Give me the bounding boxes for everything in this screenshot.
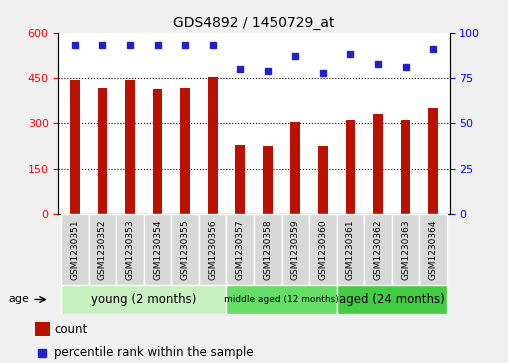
FancyBboxPatch shape	[254, 214, 281, 285]
Text: GSM1230354: GSM1230354	[153, 220, 162, 280]
Bar	[401, 120, 410, 214]
FancyBboxPatch shape	[392, 214, 419, 285]
Text: young (2 months): young (2 months)	[91, 293, 197, 306]
Bar	[235, 145, 245, 214]
FancyBboxPatch shape	[337, 214, 364, 285]
Bar	[291, 122, 300, 214]
Bar	[70, 80, 80, 214]
FancyBboxPatch shape	[281, 214, 309, 285]
Text: percentile rank within the sample: percentile rank within the sample	[54, 346, 253, 359]
Title: GDS4892 / 1450729_at: GDS4892 / 1450729_at	[173, 16, 335, 30]
Text: GSM1230355: GSM1230355	[181, 220, 189, 281]
Bar	[125, 81, 135, 214]
Text: aged (24 months): aged (24 months)	[339, 293, 444, 306]
Bar	[208, 77, 217, 214]
Text: GSM1230360: GSM1230360	[319, 220, 327, 281]
FancyBboxPatch shape	[61, 285, 227, 314]
Text: age: age	[9, 294, 29, 305]
Text: middle aged (12 months): middle aged (12 months)	[224, 295, 339, 304]
Text: GSM1230358: GSM1230358	[263, 220, 272, 281]
Text: GSM1230361: GSM1230361	[346, 220, 355, 281]
Bar	[373, 114, 383, 214]
FancyBboxPatch shape	[199, 214, 227, 285]
Text: GSM1230363: GSM1230363	[401, 220, 410, 281]
Text: GSM1230357: GSM1230357	[236, 220, 245, 281]
FancyBboxPatch shape	[364, 214, 392, 285]
FancyBboxPatch shape	[171, 214, 199, 285]
FancyBboxPatch shape	[89, 214, 116, 285]
Text: GSM1230353: GSM1230353	[125, 220, 135, 281]
FancyBboxPatch shape	[144, 214, 171, 285]
Bar	[318, 146, 328, 214]
FancyBboxPatch shape	[61, 214, 89, 285]
Text: count: count	[54, 322, 87, 335]
Bar	[35, 322, 50, 336]
Bar	[263, 146, 273, 214]
Text: GSM1230359: GSM1230359	[291, 220, 300, 281]
Text: GSM1230351: GSM1230351	[71, 220, 79, 281]
Bar	[180, 88, 190, 214]
FancyBboxPatch shape	[116, 214, 144, 285]
Bar	[428, 108, 438, 214]
Bar	[153, 89, 163, 214]
FancyBboxPatch shape	[227, 285, 337, 314]
FancyBboxPatch shape	[419, 214, 447, 285]
FancyBboxPatch shape	[227, 214, 254, 285]
Text: GSM1230362: GSM1230362	[373, 220, 383, 280]
Text: GSM1230364: GSM1230364	[429, 220, 437, 280]
Text: GSM1230356: GSM1230356	[208, 220, 217, 281]
Bar	[345, 120, 355, 214]
Bar	[98, 88, 107, 214]
FancyBboxPatch shape	[309, 214, 337, 285]
Text: GSM1230352: GSM1230352	[98, 220, 107, 280]
FancyBboxPatch shape	[337, 285, 447, 314]
